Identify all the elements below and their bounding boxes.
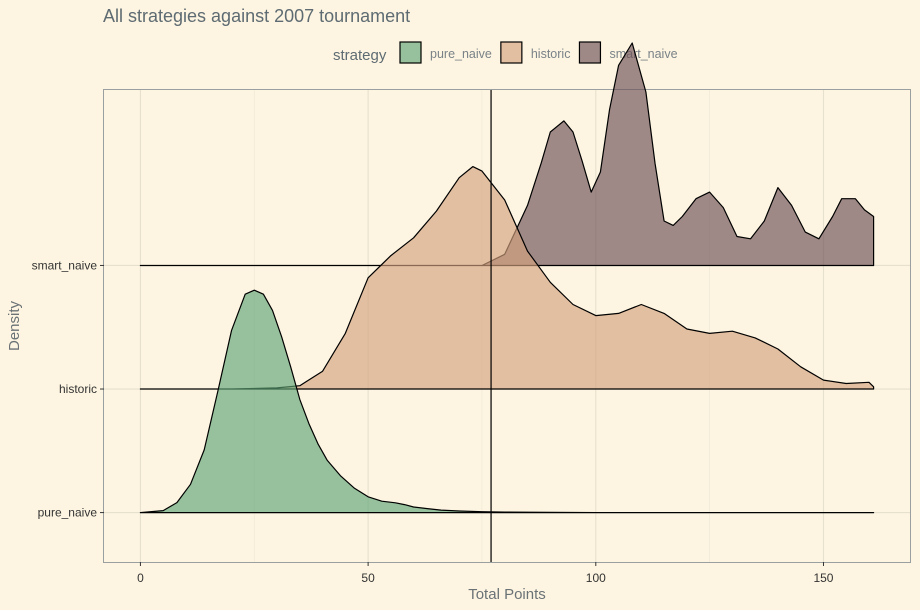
ridge-smart_naive bbox=[139, 42, 875, 267]
chart-title: All strategies against 2007 tournament bbox=[103, 6, 410, 26]
x-axis: 0 50 100 150 bbox=[137, 562, 834, 585]
x-tick-label: 150 bbox=[813, 571, 833, 585]
y-tick-label: historic bbox=[59, 382, 97, 396]
legend-title: strategy bbox=[333, 47, 387, 64]
y-axis-title: Density bbox=[6, 300, 23, 351]
legend-label-pure_naive: pure_naive bbox=[430, 47, 492, 61]
y-tick-label: smart_naive bbox=[32, 258, 98, 272]
legend-label-historic: historic bbox=[531, 47, 571, 61]
x-axis-title: Total Points bbox=[468, 586, 546, 603]
ridge-historic bbox=[139, 166, 875, 390]
x-tick-label: 100 bbox=[586, 571, 606, 585]
legend-key-historic bbox=[500, 41, 523, 64]
plot-panel bbox=[103, 89, 911, 563]
legend: strategy pure_naive historic smart_naive bbox=[333, 41, 678, 64]
ridge-pure_naive bbox=[139, 289, 875, 514]
ridges bbox=[139, 42, 875, 514]
x-tick-label: 0 bbox=[137, 571, 144, 585]
legend-label-smart_naive: smart_naive bbox=[609, 47, 677, 61]
legend-key-smart_naive bbox=[578, 41, 602, 64]
y-axis: pure_naive historic smart_naive bbox=[32, 258, 104, 520]
legend-key-pure_naive bbox=[399, 41, 422, 64]
y-tick-label: pure_naive bbox=[38, 506, 98, 520]
x-tick-label: 50 bbox=[361, 571, 375, 585]
